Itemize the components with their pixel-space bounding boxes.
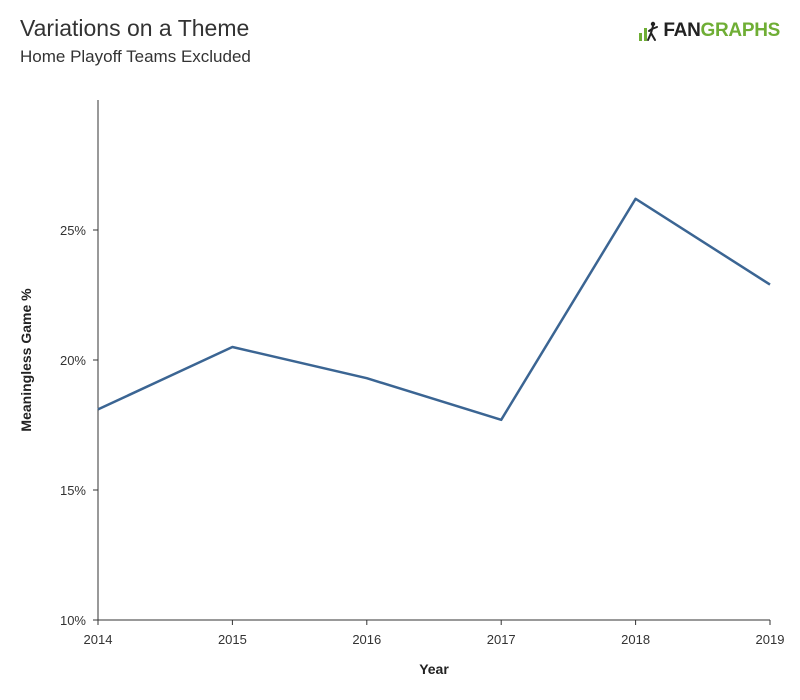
series-group [97, 197, 771, 422]
y-ticks: 10% 15% 20% 25% [60, 223, 98, 628]
y-tick-label: 25% [60, 223, 86, 238]
x-tick-label: 2017 [487, 632, 516, 647]
series-line [97, 197, 771, 422]
fangraphs-logo: FAN GRAPHS [638, 20, 780, 42]
y-axis-title: Meaningless Game % [18, 288, 34, 432]
fangraphs-logo-icon [639, 21, 659, 41]
x-tick-label: 2016 [352, 632, 381, 647]
x-axis-title: Year [419, 661, 449, 677]
x-ticks: 2014 2015 2016 2017 2018 2019 [84, 620, 785, 647]
logo-text-graphs: GRAPHS [700, 20, 781, 41]
y-tick-label: 10% [60, 613, 86, 628]
x-tick-label: 2014 [84, 632, 113, 647]
y-tick-label: 15% [60, 483, 86, 498]
x-tick-label: 2018 [621, 632, 650, 647]
chart-subtitle: Home Playoff Teams Excluded [20, 47, 251, 66]
logo-text-fan: FAN [663, 20, 701, 41]
x-tick-label: 2019 [756, 632, 785, 647]
x-tick-label: 2015 [218, 632, 247, 647]
chart-title: Variations on a Theme [20, 15, 250, 41]
y-tick-label: 20% [60, 353, 86, 368]
